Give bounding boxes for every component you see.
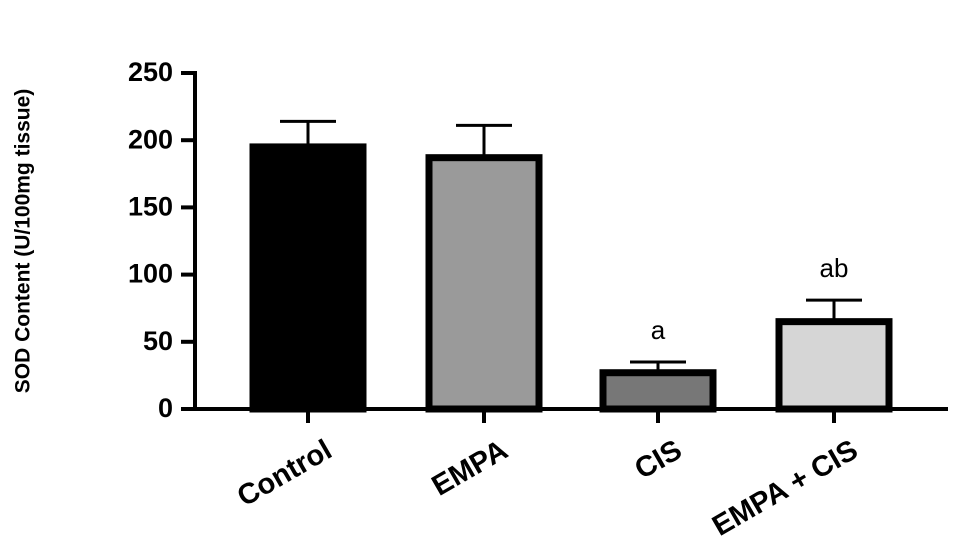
bar [599, 369, 717, 413]
y-tick-label: 250 [128, 57, 173, 87]
y-tick-label: 200 [128, 124, 173, 154]
bar [425, 154, 543, 413]
annotation: ab [820, 253, 849, 283]
y-tick-label: 50 [143, 326, 173, 356]
x-tick-label: Control [232, 434, 337, 513]
bar [775, 318, 893, 413]
x-tick-label: CIS [629, 434, 687, 486]
y-tick-label: 0 [158, 393, 173, 423]
bar [249, 143, 367, 413]
x-tick-label: EMPA + CIS [707, 434, 863, 543]
y-tick-label: 100 [128, 259, 173, 289]
y-axis-title: SOD Content (U/100mg tissue) [12, 89, 35, 394]
y-tick-label: 150 [128, 192, 173, 222]
annotation: a [651, 315, 666, 345]
x-tick-label: EMPA [427, 434, 514, 503]
